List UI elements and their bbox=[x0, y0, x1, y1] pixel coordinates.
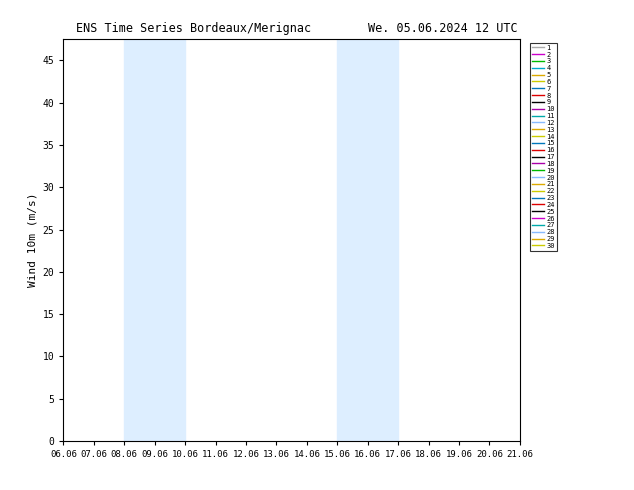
Legend: 1, 2, 3, 4, 5, 6, 7, 8, 9, 10, 11, 12, 13, 14, 15, 16, 17, 18, 19, 20, 21, 22, 2: 1, 2, 3, 4, 5, 6, 7, 8, 9, 10, 11, 12, 1… bbox=[529, 43, 557, 251]
Bar bbox=[337, 39, 398, 441]
Text: We. 05.06.2024 12 UTC: We. 05.06.2024 12 UTC bbox=[368, 22, 517, 35]
Y-axis label: Wind 10m (m/s): Wind 10m (m/s) bbox=[27, 193, 37, 287]
Text: ENS Time Series Bordeaux/Merignac: ENS Time Series Bordeaux/Merignac bbox=[76, 22, 311, 35]
Bar bbox=[124, 39, 185, 441]
